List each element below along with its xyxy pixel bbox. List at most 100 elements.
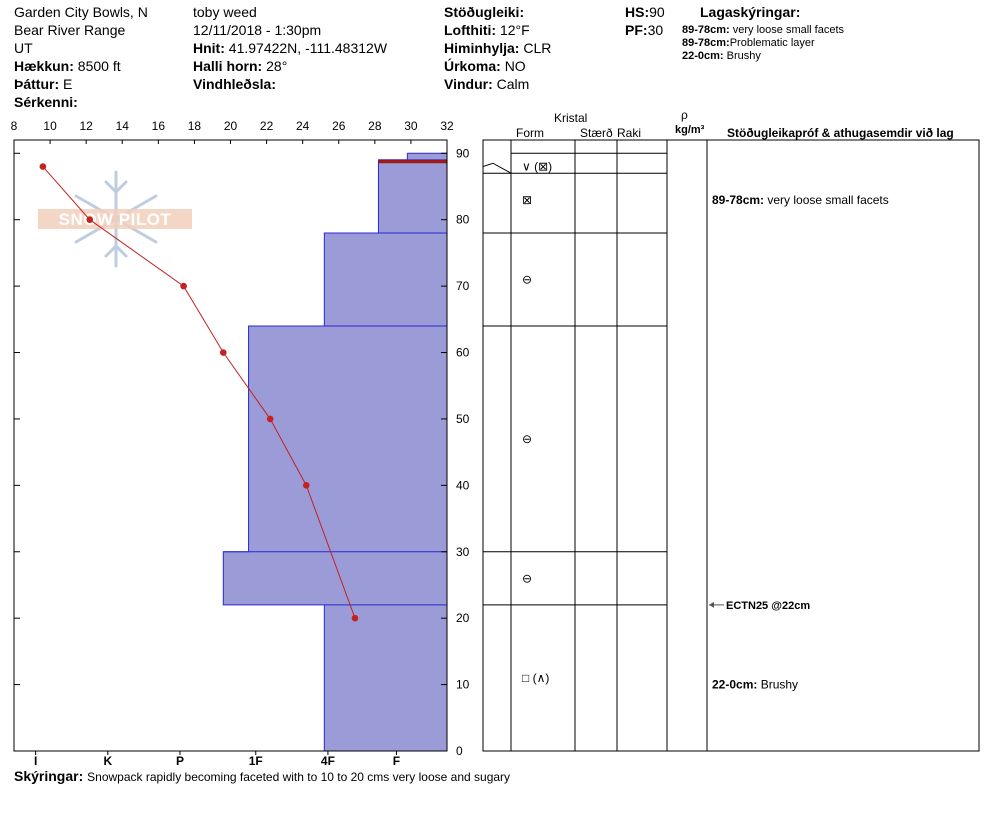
slope-label: Halli horn: (193, 58, 263, 74)
temp-tick-label: 22 (260, 119, 274, 133)
hardness-layer (407, 153, 447, 160)
temperature-point (39, 163, 47, 170)
aspect-row: Þáttur: E (14, 76, 72, 92)
temp-tick-label: 18 (188, 119, 202, 133)
temp-tick-label: 30 (404, 119, 418, 133)
legend-item-text: very loose small facets (732, 24, 845, 36)
air-temp-label: Lofthiti: (444, 22, 497, 38)
legend-item: 89-78cm:Problematic layer (682, 37, 815, 50)
hardness-tick-label: F (393, 754, 400, 768)
range-name: Bear River Range (14, 22, 126, 38)
layer-note-range: 22-0cm: (712, 678, 761, 692)
temp-tick-label: 16 (152, 119, 166, 133)
layer-note-text: very loose small facets (767, 193, 888, 207)
moisture-header: Raki (617, 126, 642, 140)
elevation-value: 8500 ft (77, 58, 121, 74)
layer-table-frame (482, 139, 980, 752)
slope-row: Halli horn: 28° (193, 58, 287, 74)
pf-label: PF: (625, 22, 648, 38)
temperature-point (266, 415, 274, 423)
depth-tick-label: 40 (456, 478, 470, 492)
wind-row: Vindur: Calm (444, 76, 529, 92)
temp-tick-label: 8 (11, 119, 18, 133)
hs-row: HS:90 (625, 4, 665, 20)
problematic-layer-marker (378, 159, 447, 164)
hardness-profile (222, 152, 447, 751)
legend-item: 89-78cm: very loose small facets (682, 24, 844, 37)
grain-form-symbol: ⊠ (522, 193, 532, 207)
elevation-row: Hækkun: 8500 ft (14, 58, 121, 74)
wind-loading-label: Vindhleðsla: (193, 76, 276, 92)
layer-note-range: 89-78cm: (712, 193, 767, 207)
stability-label: Stöðugleiki: (444, 4, 525, 20)
temperature-point (302, 482, 310, 489)
layer-boundaries (482, 152, 667, 606)
layer-note: 22-0cm: Brushy (712, 678, 798, 692)
legend-item-text: Brushy (726, 50, 761, 62)
form-header: Form (516, 126, 544, 140)
hardness-layer (324, 604, 447, 751)
legend-item-range: 89-78cm: (682, 24, 730, 36)
temperature-profile (39, 163, 359, 622)
precip-label: Úrkoma: (444, 58, 501, 74)
hardness-layer (248, 325, 447, 552)
temp-tick-label: 14 (116, 119, 130, 133)
hardness-tick-label: 4F (321, 754, 335, 768)
depth-tick-label: 50 (456, 412, 470, 426)
hs-label: HS: (625, 4, 650, 20)
layer-note-text: Brushy (761, 678, 798, 692)
legend-title: Lagaskýringar: (700, 4, 801, 20)
footer-text: Snowpack rapidly becoming faceted with t… (87, 770, 511, 784)
sky-row: Himinhylja: CLR (444, 40, 551, 56)
surface-connector (482, 162, 512, 174)
layer-notes: 89-78cm: very loose small facets 22-0cm: … (709, 193, 889, 692)
depth-tick-label: 0 (456, 744, 463, 758)
comments-header: Stöðugleikapróf & athugasemdir við lag (727, 126, 954, 140)
temp-tick-label: 20 (224, 119, 238, 133)
grain-forms: ∨ (⊠) ⊠ ⊖ ⊖ ⊖ □ (∧) (522, 160, 552, 685)
test-result-arrow-head (709, 601, 714, 608)
depth-tick-label: 90 (456, 146, 470, 160)
footer-label: Skýringar: (14, 768, 84, 784)
aspect-label: Þáttur: (14, 76, 60, 92)
legend-item-range: 22-0cm: (682, 50, 724, 62)
layer-note: 89-78cm: very loose small facets (712, 193, 889, 207)
air-temp-row: Lofthiti: 12°F (444, 22, 530, 38)
location-name: Garden City Bowls, N (14, 4, 148, 20)
grain-form-symbol: ∨ (⊠) (522, 160, 552, 174)
coords-label: Hnit: (193, 40, 225, 56)
depth-tick-label: 20 (456, 611, 470, 625)
precip-value: NO (504, 58, 526, 74)
elevation-label: Hækkun: (14, 58, 74, 74)
test-result-label: ECTN25 @22cm (726, 600, 810, 612)
density-unit-header: kg/m³ (675, 124, 705, 136)
legend-item: 22-0cm: Brushy (682, 50, 761, 63)
slope-value: 28° (266, 58, 288, 74)
hardness-tick-label: P (176, 754, 184, 768)
temp-tick-label: 10 (43, 119, 57, 133)
air-temp-value: 12°F (499, 22, 530, 38)
watermark-text: SNOW PILOT (59, 210, 172, 229)
depth-tick-label: 60 (456, 346, 470, 360)
state-name: UT (14, 40, 33, 56)
observation-datetime: 12/11/2018 - 1:30pm (193, 22, 322, 38)
depth-tick-label: 70 (456, 279, 470, 293)
kristal-header: Kristal (554, 111, 588, 125)
sky-value: CLR (523, 40, 552, 56)
size-header: Stærð (580, 126, 613, 140)
observer-name: toby weed (193, 4, 257, 20)
hardness-layer (324, 232, 447, 326)
watermark-banner (38, 209, 192, 229)
precip-row: Úrkoma: NO (444, 58, 526, 74)
plot-frames (13, 139, 980, 752)
depth-tick-label: 30 (456, 545, 470, 559)
footer-notes: Skýringar: Snowpack rapidly becoming fac… (14, 768, 510, 784)
depth-tick-label: 80 (456, 213, 470, 227)
hardness-layer (223, 551, 447, 605)
hardness-tick-label: 1F (249, 754, 263, 768)
temperature-point (180, 282, 187, 290)
chart-axes: 8 10 12 14 16 18 20 22 24 26 28 30 32 0 10 20 30 40 50 60 70… (11, 119, 470, 768)
temp-tick-label: 32 (440, 119, 454, 133)
pf-row: PF:30 (625, 22, 663, 38)
